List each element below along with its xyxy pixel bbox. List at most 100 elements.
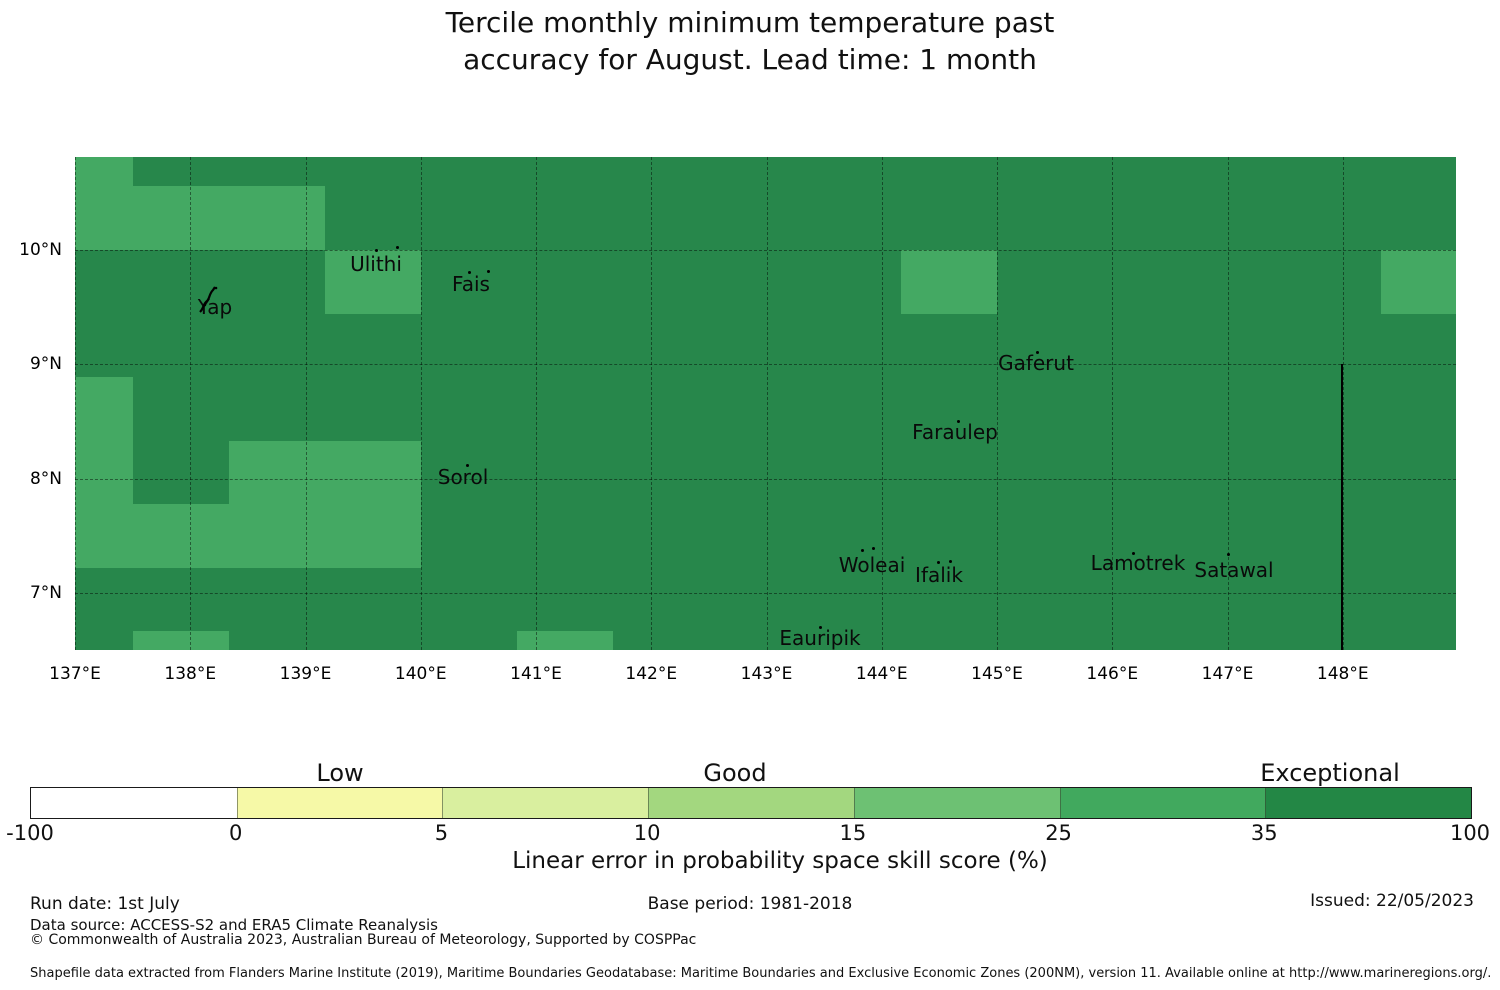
island-marker-dot xyxy=(1132,552,1135,555)
x-tick-label: 137°E xyxy=(49,664,101,684)
skill-cell xyxy=(228,440,421,505)
copyright-text: © Commonwealth of Australia 2023, Austra… xyxy=(30,932,697,948)
island-marker-dot xyxy=(1227,553,1230,556)
colorbar-segment xyxy=(442,788,649,818)
meridian-gridline xyxy=(536,157,537,650)
island-label-ulithi: Ulithi xyxy=(350,252,402,276)
data-source-text: Data source: ACCESS-S2 and ERA5 Climate … xyxy=(30,916,438,934)
skill-cell xyxy=(75,186,325,250)
x-tick-label: 140°E xyxy=(394,664,447,684)
meridian-gridline xyxy=(766,157,768,650)
meridian-gridline xyxy=(190,157,192,650)
island-label-woleai: Woleai xyxy=(838,553,906,577)
x-tick-label: 145°E xyxy=(971,664,1023,684)
x-tick-label: 146°E xyxy=(1086,664,1139,684)
skill-cell xyxy=(516,631,613,650)
island-label-fais: Fais xyxy=(452,272,490,296)
island-marker-dot xyxy=(872,547,875,550)
island-marker-dot xyxy=(819,626,822,629)
island-marker-dot xyxy=(487,270,490,273)
x-tick-label: 139°E xyxy=(279,664,332,684)
colorbar-segment xyxy=(648,788,854,818)
colorbar-segment xyxy=(1059,788,1266,818)
colorbar-axis-label: Linear error in probability space skill … xyxy=(512,848,1048,874)
meridian-gridline xyxy=(75,157,76,650)
skill-cell xyxy=(324,250,421,314)
meridian-gridline xyxy=(305,157,307,650)
y-tick-label: 7°N xyxy=(29,583,62,604)
parallel-gridline xyxy=(75,593,1456,595)
meridian-gridline xyxy=(651,157,653,650)
island-label-faraulep: Faraulep xyxy=(912,420,998,444)
colorbar-tick-label: 35 xyxy=(1250,821,1278,845)
x-tick-label: 142°E xyxy=(625,664,678,684)
y-tick-label: 9°N xyxy=(29,354,62,375)
chart-title: Tercile monthly minimum temperature past… xyxy=(0,4,1500,78)
island-label-gaferut: Gaferut xyxy=(998,351,1074,375)
island-label-satawal: Satawal xyxy=(1194,558,1274,582)
colorbar-segment xyxy=(1265,788,1471,818)
colorbar xyxy=(30,787,1472,819)
colorbar-tick-label: 25 xyxy=(1045,821,1072,845)
skill-cell xyxy=(1381,250,1456,314)
eez-boundary-line xyxy=(1341,364,1343,650)
island-label-ifalik: Ifalik xyxy=(915,563,963,587)
colorbar-tick-label: 5 xyxy=(434,821,449,845)
shapefile-note-text: Shapefile data extracted from Flanders M… xyxy=(30,966,1492,981)
x-tick-label: 148°E xyxy=(1316,664,1369,684)
island-marker-dot xyxy=(861,549,864,552)
island-marker-dot xyxy=(957,420,960,423)
island-marker-dot xyxy=(466,464,469,467)
colorbar-category-label: Exceptional xyxy=(1260,759,1400,787)
parallel-gridline xyxy=(75,364,1456,366)
chart-title-line-2: accuracy for August. Lead time: 1 month xyxy=(463,43,1037,76)
colorbar-tick-label: -100 xyxy=(6,821,54,845)
island-marker-dot xyxy=(937,561,940,564)
skill-cell xyxy=(75,504,421,568)
colorbar-category-label: Low xyxy=(316,759,364,787)
colorbar-tick-label: 10 xyxy=(633,821,661,845)
map-area: Yap Ulithi Fais Sorol Gaferut Faraulep Woleai I… xyxy=(75,157,1456,650)
meridian-gridline xyxy=(1227,157,1229,650)
x-tick-label: 141°E xyxy=(510,664,562,684)
parallel-gridline xyxy=(75,250,1456,251)
yap-island-shape xyxy=(197,285,221,319)
island-marker-dot xyxy=(949,560,952,563)
y-tick-label: 8°N xyxy=(29,468,62,489)
island-label-lamotrek: Lamotrek xyxy=(1090,551,1186,575)
issued-date-text: Issued: 22/05/2023 xyxy=(1310,891,1474,911)
parallel-gridline xyxy=(75,478,1456,480)
base-period-text: Base period: 1981-2018 xyxy=(647,894,853,914)
skill-cell xyxy=(75,157,133,187)
meridian-gridline xyxy=(1112,157,1114,650)
colorbar-tick-label: 0 xyxy=(229,821,243,845)
island-marker-dot xyxy=(468,271,471,274)
colorbar-tick-label: 15 xyxy=(839,821,867,845)
run-date-text: Run date: 1st July xyxy=(30,894,180,914)
x-tick-label: 147°E xyxy=(1201,664,1254,684)
colorbar-tick-label: 100 xyxy=(1449,821,1491,845)
chart-title-line-1: Tercile monthly minimum temperature past xyxy=(445,6,1055,39)
skill-cell xyxy=(132,631,229,650)
meridian-gridline xyxy=(420,157,422,650)
island-label-eauripik: Eauripik xyxy=(779,626,861,650)
colorbar-segment xyxy=(31,788,237,818)
meridian-gridline xyxy=(997,157,998,650)
island-marker-dot xyxy=(1036,351,1039,354)
meridian-gridline xyxy=(1342,157,1344,650)
colorbar-segment xyxy=(853,788,1060,818)
skill-cell xyxy=(900,250,997,314)
x-tick-label: 144°E xyxy=(855,664,908,684)
island-marker-dot xyxy=(375,249,378,252)
meridian-gridline xyxy=(881,157,883,650)
colorbar-category-label: Good xyxy=(703,759,767,787)
x-tick-label: 138°E xyxy=(164,664,217,684)
skill-cell xyxy=(75,440,133,505)
skill-cell xyxy=(75,377,133,441)
colorbar-segment xyxy=(236,788,443,818)
y-tick-label: 10°N xyxy=(19,240,62,260)
island-label-sorol: Sorol xyxy=(437,465,489,489)
x-tick-label: 143°E xyxy=(740,664,793,684)
island-marker-dot xyxy=(396,246,399,249)
